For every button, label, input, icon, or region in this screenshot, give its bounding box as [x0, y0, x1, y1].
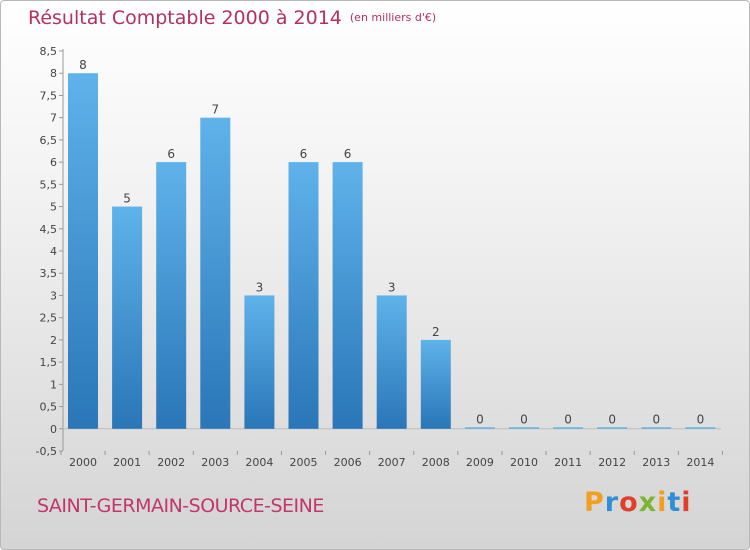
x-tick-label: 2006	[334, 456, 362, 469]
y-tick-label: 0,5	[40, 401, 58, 414]
y-tick-label: 7	[50, 112, 57, 125]
chart-bars	[68, 73, 716, 429]
x-tick-label: 2001	[113, 456, 141, 469]
y-tick-label: 3	[50, 289, 57, 302]
x-tick-label: 2002	[157, 456, 185, 469]
data-label-2008: 2	[432, 325, 440, 339]
bar-2006	[332, 162, 363, 429]
y-tick-label: 8,5	[40, 45, 58, 58]
chart-unit: (en milliers d'€)	[349, 11, 437, 24]
bar-2002	[156, 162, 187, 429]
y-tick-label: 6	[50, 156, 57, 169]
y-tick-label: -0,5	[36, 445, 57, 458]
commune-name: SAINT-GERMAIN-SOURCE-SEINE	[37, 495, 324, 517]
y-tick-label: 2	[50, 334, 57, 347]
x-tick-label: 2005	[290, 456, 318, 469]
x-tick-label: 2003	[201, 456, 229, 469]
y-tick-label: 7,5	[40, 89, 58, 102]
data-label-2014: 0	[697, 412, 705, 426]
y-tick-label: 1	[50, 378, 57, 391]
bar-chart: -0,5 0 0,5 1 1,5 2 2,5 3 3,5 4 4,5 5 5,5 6 6,5 7 7,5 8 8,5…	[36, 45, 723, 469]
data-label-2005: 6	[300, 147, 308, 161]
x-tick-label: 2011	[554, 456, 582, 469]
x-tick-label: 2009	[466, 456, 494, 469]
data-label-2006: 6	[344, 147, 352, 161]
data-label-2009: 0	[476, 412, 484, 426]
x-tick-label: 2007	[378, 456, 406, 469]
bar-2014	[685, 427, 716, 429]
bar-2010	[509, 427, 539, 429]
bar-2013	[641, 427, 672, 429]
bar-2012	[597, 427, 628, 429]
data-label-2001: 5	[123, 192, 131, 206]
y-tick-label: 0	[50, 423, 57, 436]
chart-title: Résultat Comptable 2000 à 2014 (en millie…	[28, 7, 436, 29]
bar-2011	[553, 427, 584, 429]
y-tick-label: 6,5	[40, 134, 58, 147]
bar-2003	[200, 117, 231, 429]
data-label-2007: 3	[388, 280, 396, 294]
data-label-2003: 7	[211, 103, 219, 117]
y-tick-label: 3,5	[40, 267, 58, 280]
y-tick-label: 4	[50, 245, 57, 258]
y-tick-label: 5	[50, 201, 57, 214]
x-tick-label: 2004	[245, 456, 273, 469]
bar-2001	[112, 206, 143, 429]
bar-2005	[288, 162, 319, 429]
bar-2009	[464, 427, 495, 429]
x-tick-label: 2012	[598, 456, 626, 469]
bar-2008	[420, 339, 451, 429]
data-label-2012: 0	[608, 412, 616, 426]
proxiti-logo[interactable]: Proxiti	[584, 487, 692, 518]
x-tick-label: 2008	[422, 456, 450, 469]
data-label-2004: 3	[256, 280, 264, 294]
data-label-2013: 0	[652, 412, 660, 426]
bar-2004	[244, 295, 275, 429]
y-tick-label: 8	[50, 67, 57, 80]
bar-2000	[68, 73, 98, 429]
chart-data-labels: 8 5 6 7 3 6 6 3 2 0 0 0 0 0 0	[79, 58, 704, 426]
y-tick-label: 5,5	[40, 178, 58, 191]
y-tick-label: 2,5	[40, 312, 58, 325]
data-label-2000: 8	[79, 58, 87, 72]
x-tick-label: 2013	[642, 456, 670, 469]
data-label-2011: 0	[564, 412, 572, 426]
y-tick-label: 1,5	[40, 356, 58, 369]
y-tick-label: 4,5	[40, 223, 58, 236]
data-label-2002: 6	[167, 147, 175, 161]
bar-2007	[376, 295, 407, 429]
data-label-2010: 0	[520, 412, 528, 426]
x-tick-label: 2014	[686, 456, 714, 469]
x-tick-label: 2010	[510, 456, 538, 469]
x-tick-label: 2000	[69, 456, 97, 469]
chart-title-text: Résultat Comptable 2000 à 2014	[28, 7, 342, 29]
